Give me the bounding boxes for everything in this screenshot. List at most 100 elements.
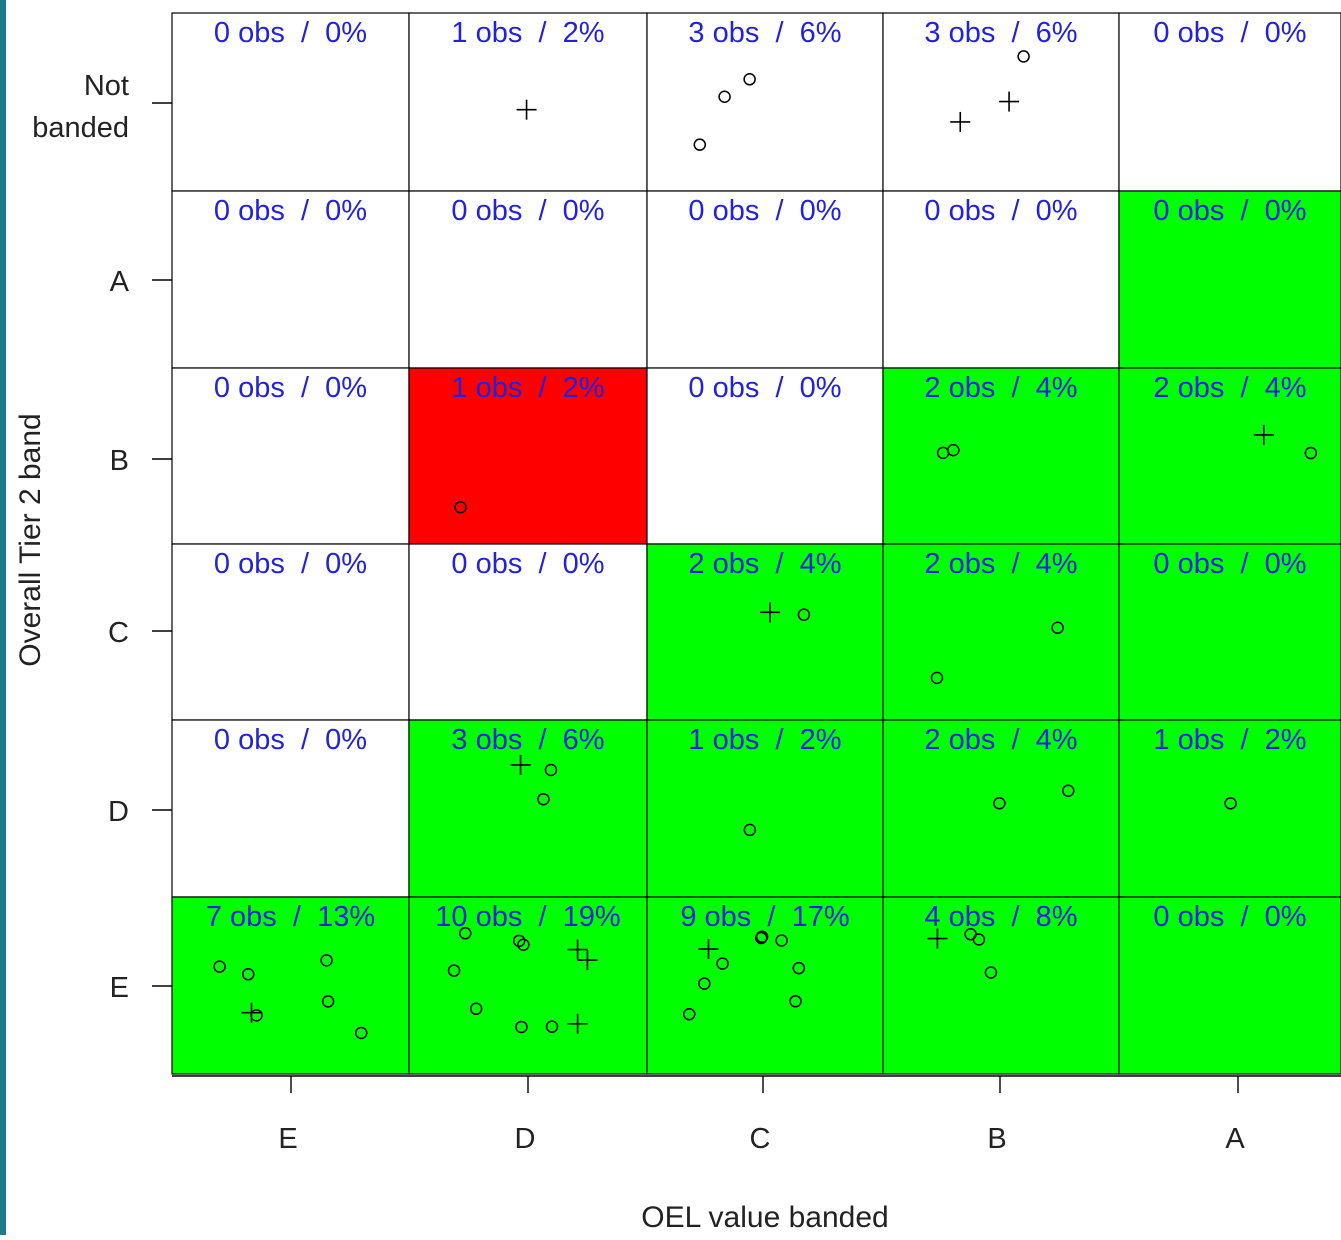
cell-label: 0 obs / 0%	[1153, 195, 1306, 227]
observation-plus-marker	[510, 754, 531, 775]
cell-label: 1 obs / 2%	[688, 724, 841, 756]
cell-label: 1 obs / 2%	[1153, 724, 1306, 756]
cell-label: 4 obs / 8%	[924, 901, 1077, 933]
cell-e-c	[646, 896, 884, 1075]
cell-a-d	[408, 190, 648, 369]
observation-plus-marker	[567, 1013, 588, 1034]
cell-label: 9 obs / 17%	[680, 901, 849, 933]
observation-marker	[1017, 50, 1030, 63]
x-tick-label: D	[515, 1123, 536, 1155]
cell-labels-layer: 0 obs / 0% 1 obs / 2% 3 obs / 6% 3 obs / 6%…	[206, 17, 1307, 933]
cell-a-a	[1118, 190, 1341, 369]
observation-marker	[469, 1002, 483, 1016]
observation-marker	[242, 968, 255, 981]
cell-label: 2 obs / 4%	[924, 724, 1077, 756]
x-axis-title: OEL value banded	[641, 1201, 888, 1234]
cell-label: 0 obs / 0%	[1153, 548, 1306, 580]
cell-label: 1 obs / 2%	[451, 372, 604, 404]
cell-c-d	[408, 543, 648, 721]
cell-label: 0 obs / 0%	[214, 17, 367, 49]
cell-not-banded-e	[171, 12, 410, 192]
cell-c-c	[646, 543, 884, 721]
observation-plus-marker	[577, 950, 598, 971]
cell-label: 0 obs / 0%	[688, 195, 841, 227]
observation-plus-marker	[950, 111, 971, 132]
observation-marker	[355, 1026, 368, 1040]
observation-plus-marker	[760, 602, 781, 623]
observation-plus-marker	[698, 939, 719, 960]
observation-marker	[537, 792, 550, 806]
cell-label: 2 obs / 4%	[688, 548, 841, 580]
cell-label: 3 obs / 6%	[924, 17, 1077, 49]
observation-marker	[1224, 797, 1237, 810]
observation-marker	[930, 671, 944, 685]
y-tick-label: C	[108, 617, 129, 649]
y-tick-label: Not banded	[32, 70, 129, 144]
observation-marker	[459, 927, 472, 940]
page-left-border	[0, 0, 6, 1235]
observation-marker	[984, 966, 998, 979]
observation-plus-marker	[999, 91, 1020, 112]
observation-marker	[447, 964, 461, 977]
observation-marker	[789, 995, 802, 1008]
observation-marker	[320, 954, 333, 967]
cell-label: 0 obs / 0%	[214, 548, 367, 580]
observation-marker	[743, 73, 756, 86]
cell-c-e	[171, 543, 410, 721]
observation-marker	[454, 501, 467, 514]
observation-marker	[754, 931, 768, 945]
observation-marker	[797, 608, 811, 621]
observation-marker	[716, 957, 729, 970]
observation-marker	[718, 90, 731, 104]
cell-label: 0 obs / 0%	[1153, 901, 1306, 933]
observation-plus-marker	[567, 939, 588, 960]
observation-marker	[947, 443, 960, 457]
cell-label: 0 obs / 0%	[924, 195, 1077, 227]
cell-c-b	[882, 543, 1120, 721]
cell-not-banded-c	[646, 12, 884, 192]
cell-d-e	[171, 719, 410, 898]
y-tick-label: E	[110, 972, 129, 1004]
cell-label: 7 obs / 13%	[206, 901, 375, 933]
y-axis-title: Overall Tier 2 band	[14, 413, 47, 666]
cell-label: 3 obs / 6%	[688, 17, 841, 49]
cell-label: 0 obs / 0%	[451, 195, 604, 227]
cell-label: 3 obs / 6%	[451, 724, 604, 756]
cell-label: 1 obs / 2%	[451, 17, 604, 49]
observation-marker	[775, 934, 788, 947]
observation-marker	[698, 977, 711, 990]
observation-marker	[512, 934, 526, 948]
cell-e-e	[171, 896, 410, 1075]
cell-e-a	[1118, 896, 1341, 1075]
observation-marker	[683, 1007, 696, 1021]
observation-marker	[1051, 621, 1064, 635]
cell-b-a	[1118, 367, 1341, 545]
cell-b-c	[646, 367, 884, 545]
observation-marker	[743, 823, 757, 837]
cell-not-banded-d	[408, 12, 648, 192]
x-tick-label: C	[750, 1123, 771, 1155]
observation-marker	[545, 1020, 559, 1033]
cells-layer	[171, 12, 1341, 1075]
observation-marker	[693, 138, 707, 151]
y-tick-label: D	[108, 796, 129, 828]
observation-marker	[515, 1020, 528, 1034]
cell-label: 0 obs / 0%	[451, 548, 604, 580]
y-tick-label: B	[110, 445, 129, 477]
cell-label: 0 obs / 0%	[214, 372, 367, 404]
observation-marker	[213, 960, 226, 973]
axes-layer: E D C B A Not banded A B C D E	[32, 70, 1341, 1155]
observation-marker	[517, 938, 530, 952]
y-tick-label: A	[110, 266, 130, 298]
cell-label: 0 obs / 0%	[1153, 17, 1306, 49]
cell-e-d	[408, 896, 648, 1075]
cell-label: 0 obs / 0%	[688, 372, 841, 404]
cell-label: 2 obs / 4%	[924, 372, 1077, 404]
observation-marker	[792, 961, 806, 975]
observation-marker	[321, 995, 335, 1008]
observation-marker	[1062, 784, 1075, 797]
observation-marker	[544, 763, 558, 777]
cell-label: 0 obs / 0%	[214, 195, 367, 227]
